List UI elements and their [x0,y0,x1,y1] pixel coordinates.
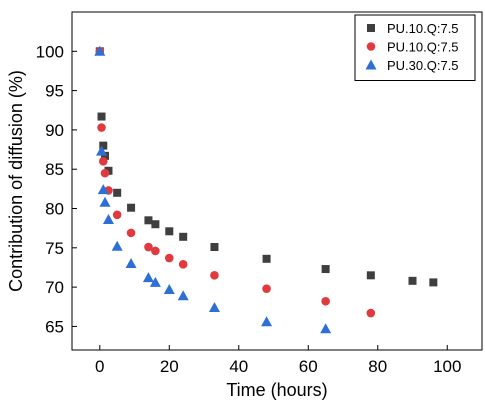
legend-marker-1 [367,24,375,32]
x-tick-label: 0 [95,357,104,376]
y-tick-label: 70 [45,278,64,297]
legend-marker-2 [366,42,376,51]
series-3-point [125,258,137,269]
plot-frame [71,11,483,351]
series-1-point [408,276,417,285]
series-2-point [210,271,219,280]
x-tick-label: 100 [433,357,461,376]
y-tick-label: 90 [45,121,64,140]
series-1-point [429,278,438,287]
x-tick-label: 60 [299,357,318,376]
series-1-point [97,112,106,121]
y-axis-title: Contribution of diffusion (%) [6,70,26,292]
series-2-point [151,246,160,256]
series-1-point [101,151,110,160]
series-1-point [144,216,153,225]
x-axis-ticks: 0 20 40 60 80 100 [95,345,461,376]
series-2-point [97,123,106,132]
series-1-point [366,271,375,280]
y-tick-label: 80 [45,200,64,219]
series-3-point [320,323,332,334]
series-1-point [99,141,108,150]
legend-label-2: PU.10.Q:7.5 [387,40,459,55]
series-3-point [97,184,109,195]
series-1-point [165,227,174,236]
series-3-point [142,272,154,283]
series-3-point [94,45,106,56]
x-axis-title: Time (hours) [226,380,327,400]
series-3-point [96,145,108,156]
series-3-point [149,276,161,287]
x-tick-label: 20 [160,357,179,376]
series-2-point [126,228,136,238]
series-2-point [178,260,188,269]
x-tick-label: 80 [368,357,387,376]
y-tick-label: 85 [45,160,64,179]
series-3-point [102,214,114,225]
legend-label-1: PU.10.Q:7.5 [387,21,459,36]
y-tick-label: 100 [36,42,64,61]
series-3-point [163,283,175,294]
series-3-point [208,302,220,313]
series-3-point [177,290,189,301]
series-3-point [261,316,273,327]
legend: PU.10.Q:7.5 PU.10.Q:7.5 PU.30.Q:7.5 [354,14,476,81]
series-3-point [111,240,123,251]
series-1-point [179,232,188,241]
y-tick-label: 95 [45,82,64,101]
data-markers [94,45,438,334]
series-2-point [112,210,122,220]
series-2-point [164,253,174,263]
series-1-point [210,243,219,252]
series-2-point [98,157,108,166]
series-1-point [151,220,160,229]
series-1-point [113,188,122,197]
x-tick-label: 40 [229,357,248,376]
legend-marker-3 [365,59,377,70]
series-2-point [100,168,110,178]
legend-label-3: PU.30.Q:7.5 [387,58,459,73]
series-1-point [262,254,271,263]
y-tick-label: 65 [45,317,64,336]
series-2-point [366,308,376,318]
series-2-point [321,296,330,306]
series-2-point [144,242,153,252]
series-3-point [99,196,111,207]
y-axis-ticks: 65 70 75 80 85 90 95 100 [36,42,77,336]
y-tick-label: 75 [45,239,64,258]
series-1-point [321,265,330,274]
series-1-point [127,203,136,212]
series-2-point [262,284,271,293]
